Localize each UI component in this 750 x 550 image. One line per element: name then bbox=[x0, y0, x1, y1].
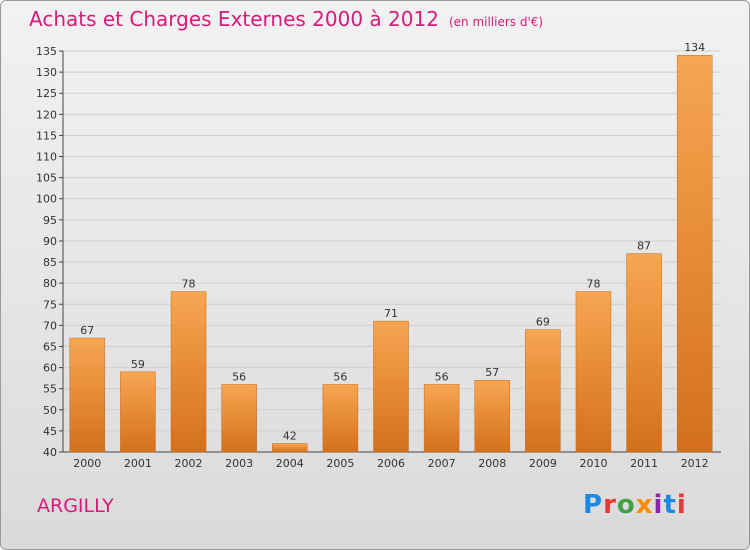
x-tick-label-2012: 2012 bbox=[681, 457, 709, 470]
y-tick-label: 100 bbox=[36, 193, 57, 206]
data-label-2004: 42 bbox=[283, 430, 297, 443]
y-tick-label: 85 bbox=[43, 256, 57, 269]
x-tick-label-2005: 2005 bbox=[326, 457, 354, 470]
chart-title: Achats et Charges Externes 2000 à 2012 (e… bbox=[29, 7, 543, 31]
x-tick-label-2007: 2007 bbox=[428, 457, 456, 470]
bar-2009 bbox=[525, 329, 561, 453]
data-label-2002: 78 bbox=[182, 278, 196, 291]
y-tick-label: 80 bbox=[43, 277, 57, 290]
bar-2003 bbox=[221, 384, 257, 453]
bar-2008 bbox=[474, 379, 510, 453]
y-tick-label: 65 bbox=[43, 340, 57, 353]
logo-letter: i bbox=[676, 490, 687, 520]
y-tick-label: 95 bbox=[43, 214, 57, 227]
bar-2005 bbox=[322, 384, 359, 453]
data-label-2007: 56 bbox=[435, 370, 449, 383]
data-label-2000: 67 bbox=[80, 324, 94, 337]
data-label-2005: 56 bbox=[333, 370, 347, 383]
logo-letter: P bbox=[583, 490, 604, 520]
logo-letter: r bbox=[603, 490, 617, 520]
logo-letter: t bbox=[663, 490, 677, 520]
bar-2010 bbox=[575, 291, 612, 453]
proxiti-logo: Proxiti bbox=[583, 490, 687, 520]
logo-letter: i bbox=[653, 490, 664, 520]
x-tick-label-2009: 2009 bbox=[529, 457, 557, 470]
chart-title-text: Achats et Charges Externes 2000 à 2012 bbox=[29, 7, 439, 31]
bar-2011 bbox=[626, 253, 662, 453]
data-label-2006: 71 bbox=[384, 307, 398, 320]
y-tick-label: 55 bbox=[43, 383, 57, 396]
data-label-2012: 134 bbox=[684, 41, 705, 54]
commune-name: ARGILLY bbox=[37, 495, 114, 517]
x-tick-label-2000: 2000 bbox=[73, 457, 101, 470]
logo-letter: x bbox=[635, 490, 654, 520]
x-tick-label-2008: 2008 bbox=[478, 457, 506, 470]
y-tick-label: 75 bbox=[43, 298, 57, 311]
bar-2007 bbox=[423, 384, 460, 453]
y-tick-label: 120 bbox=[36, 108, 57, 121]
y-tick-label: 135 bbox=[36, 45, 57, 58]
y-tick-label: 70 bbox=[43, 319, 57, 332]
y-tick-label: 110 bbox=[36, 151, 57, 164]
y-tick-label: 115 bbox=[36, 129, 57, 142]
y-tick-label: 90 bbox=[43, 235, 57, 248]
data-label-2001: 59 bbox=[131, 358, 145, 371]
bar-2004 bbox=[272, 443, 308, 453]
y-tick-label: 40 bbox=[43, 446, 57, 459]
bar-2001 bbox=[120, 371, 156, 453]
x-tick-label-2011: 2011 bbox=[630, 457, 658, 470]
bar-2000 bbox=[69, 337, 106, 453]
bar-2012 bbox=[676, 54, 713, 453]
data-label-2010: 78 bbox=[586, 278, 600, 291]
x-tick-label-2003: 2003 bbox=[225, 457, 253, 470]
bar-2002 bbox=[170, 291, 207, 453]
data-label-2008: 57 bbox=[485, 366, 499, 379]
y-tick-label: 105 bbox=[36, 172, 57, 185]
x-tick-label-2010: 2010 bbox=[579, 457, 607, 470]
y-tick-label: 60 bbox=[43, 362, 57, 375]
y-tick-label: 45 bbox=[43, 425, 57, 438]
x-tick-label-2002: 2002 bbox=[175, 457, 203, 470]
logo-letter: o bbox=[616, 490, 636, 520]
data-label-2003: 56 bbox=[232, 370, 246, 383]
y-tick-label: 125 bbox=[36, 87, 57, 100]
y-tick-label: 50 bbox=[43, 404, 57, 417]
bar-2006 bbox=[373, 320, 409, 453]
data-label-2011: 87 bbox=[637, 240, 651, 253]
x-tick-label-2006: 2006 bbox=[377, 457, 405, 470]
x-tick-label-2004: 2004 bbox=[276, 457, 304, 470]
chart-unit: (en milliers d'€) bbox=[448, 15, 544, 29]
y-tick-label: 130 bbox=[36, 66, 57, 79]
data-label-2009: 69 bbox=[536, 316, 550, 329]
x-tick-label-2001: 2001 bbox=[124, 457, 152, 470]
